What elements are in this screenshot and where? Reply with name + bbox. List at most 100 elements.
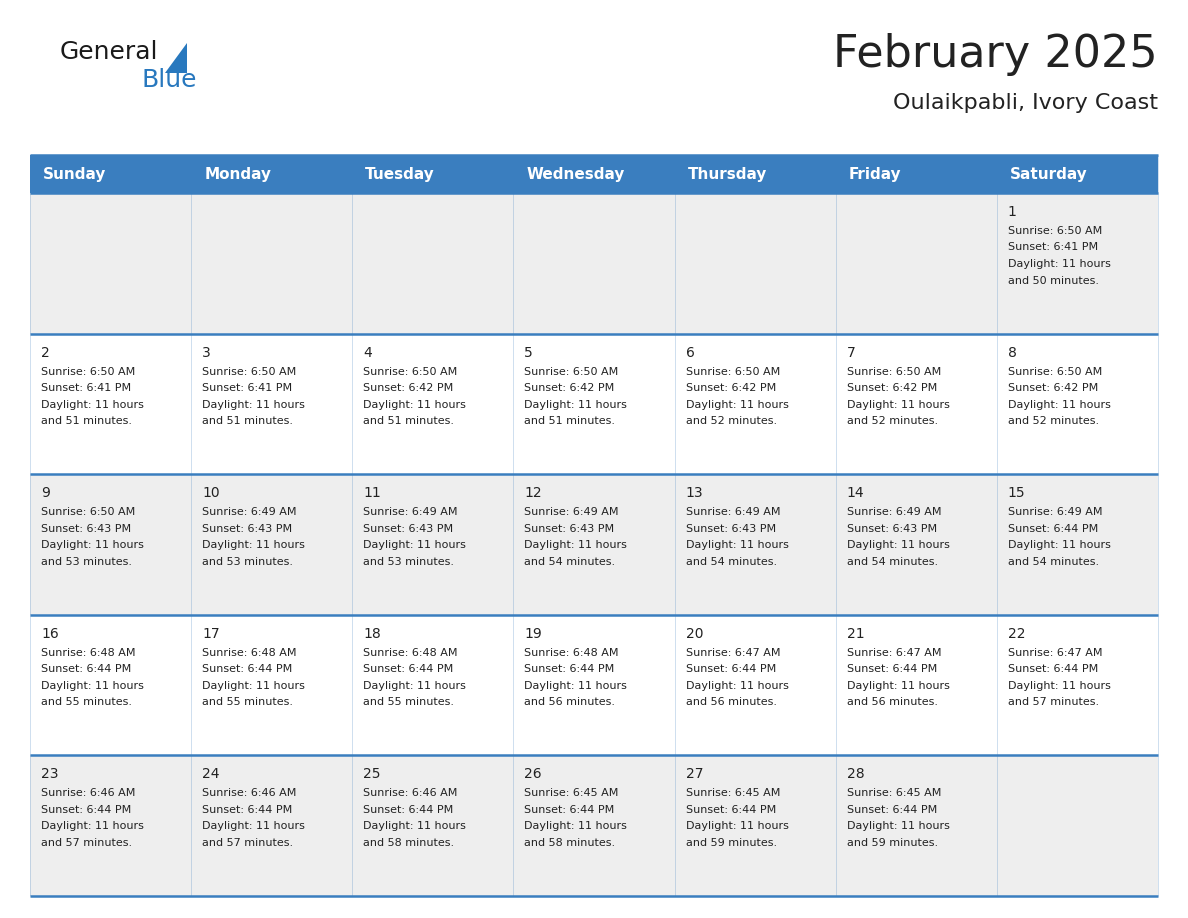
- Bar: [30, 193, 191, 333]
- Text: Daylight: 11 hours: Daylight: 11 hours: [685, 681, 789, 691]
- Text: 21: 21: [847, 627, 865, 641]
- Text: Daylight: 11 hours: Daylight: 11 hours: [524, 822, 627, 832]
- Text: 9: 9: [42, 487, 50, 500]
- Text: Sunset: 6:43 PM: Sunset: 6:43 PM: [42, 523, 131, 533]
- Text: 19: 19: [524, 627, 542, 641]
- Text: Daylight: 11 hours: Daylight: 11 hours: [42, 822, 144, 832]
- Text: Wednesday: Wednesday: [526, 166, 625, 182]
- Text: Sunset: 6:42 PM: Sunset: 6:42 PM: [524, 383, 614, 393]
- Text: and 51 minutes.: and 51 minutes.: [42, 416, 132, 426]
- Text: Sunset: 6:44 PM: Sunset: 6:44 PM: [42, 665, 131, 675]
- Text: Sunset: 6:44 PM: Sunset: 6:44 PM: [202, 805, 292, 815]
- Text: Sunday: Sunday: [43, 166, 107, 182]
- Text: Sunrise: 6:49 AM: Sunrise: 6:49 AM: [1007, 508, 1102, 517]
- Text: Sunrise: 6:49 AM: Sunrise: 6:49 AM: [847, 508, 941, 517]
- Text: Sunrise: 6:48 AM: Sunrise: 6:48 AM: [42, 648, 135, 658]
- Text: Sunrise: 6:50 AM: Sunrise: 6:50 AM: [42, 508, 135, 517]
- Bar: [353, 756, 513, 896]
- Text: Sunset: 6:41 PM: Sunset: 6:41 PM: [202, 383, 292, 393]
- Text: Saturday: Saturday: [1010, 166, 1087, 182]
- Text: 13: 13: [685, 487, 703, 500]
- Polygon shape: [165, 43, 187, 73]
- Bar: [191, 475, 353, 615]
- Bar: [675, 615, 835, 756]
- Text: Sunrise: 6:49 AM: Sunrise: 6:49 AM: [364, 508, 457, 517]
- Text: Sunrise: 6:50 AM: Sunrise: 6:50 AM: [364, 366, 457, 376]
- Text: and 54 minutes.: and 54 minutes.: [685, 556, 777, 566]
- Bar: [513, 333, 675, 475]
- Text: Sunrise: 6:47 AM: Sunrise: 6:47 AM: [847, 648, 941, 658]
- Bar: [353, 475, 513, 615]
- Text: and 56 minutes.: and 56 minutes.: [685, 698, 777, 707]
- Bar: [675, 155, 835, 193]
- Bar: [30, 333, 191, 475]
- Bar: [353, 193, 513, 333]
- Text: 1: 1: [1007, 205, 1017, 219]
- Text: Daylight: 11 hours: Daylight: 11 hours: [1007, 259, 1111, 269]
- Text: Sunrise: 6:45 AM: Sunrise: 6:45 AM: [685, 789, 781, 799]
- Text: Sunrise: 6:45 AM: Sunrise: 6:45 AM: [847, 789, 941, 799]
- Text: 10: 10: [202, 487, 220, 500]
- Text: Daylight: 11 hours: Daylight: 11 hours: [42, 399, 144, 409]
- Bar: [835, 155, 997, 193]
- Text: and 55 minutes.: and 55 minutes.: [42, 698, 132, 707]
- Text: Daylight: 11 hours: Daylight: 11 hours: [1007, 399, 1111, 409]
- Text: and 59 minutes.: and 59 minutes.: [685, 838, 777, 848]
- Text: 17: 17: [202, 627, 220, 641]
- Text: Sunrise: 6:49 AM: Sunrise: 6:49 AM: [685, 508, 781, 517]
- Text: Daylight: 11 hours: Daylight: 11 hours: [42, 540, 144, 550]
- Text: and 52 minutes.: and 52 minutes.: [1007, 416, 1099, 426]
- Bar: [997, 193, 1158, 333]
- Text: Sunset: 6:41 PM: Sunset: 6:41 PM: [1007, 242, 1098, 252]
- Text: Sunset: 6:43 PM: Sunset: 6:43 PM: [364, 523, 454, 533]
- Text: and 59 minutes.: and 59 minutes.: [847, 838, 937, 848]
- Bar: [997, 615, 1158, 756]
- Text: Daylight: 11 hours: Daylight: 11 hours: [524, 540, 627, 550]
- Text: Sunset: 6:44 PM: Sunset: 6:44 PM: [685, 805, 776, 815]
- Text: 4: 4: [364, 345, 372, 360]
- Text: Sunset: 6:43 PM: Sunset: 6:43 PM: [685, 523, 776, 533]
- Text: 28: 28: [847, 767, 865, 781]
- Bar: [835, 475, 997, 615]
- Text: Sunrise: 6:50 AM: Sunrise: 6:50 AM: [1007, 366, 1102, 376]
- Text: 8: 8: [1007, 345, 1017, 360]
- Text: 22: 22: [1007, 627, 1025, 641]
- Bar: [513, 475, 675, 615]
- Text: Sunset: 6:41 PM: Sunset: 6:41 PM: [42, 383, 131, 393]
- Text: 6: 6: [685, 345, 695, 360]
- Text: and 57 minutes.: and 57 minutes.: [202, 838, 293, 848]
- Bar: [513, 756, 675, 896]
- Text: Sunset: 6:44 PM: Sunset: 6:44 PM: [364, 805, 454, 815]
- Text: and 53 minutes.: and 53 minutes.: [364, 556, 454, 566]
- Text: Oulaikpabli, Ivory Coast: Oulaikpabli, Ivory Coast: [893, 93, 1158, 113]
- Text: Friday: Friday: [848, 166, 902, 182]
- Text: Sunset: 6:44 PM: Sunset: 6:44 PM: [847, 805, 937, 815]
- Bar: [353, 615, 513, 756]
- Text: Sunrise: 6:48 AM: Sunrise: 6:48 AM: [202, 648, 297, 658]
- Text: Daylight: 11 hours: Daylight: 11 hours: [42, 681, 144, 691]
- Text: 18: 18: [364, 627, 381, 641]
- Text: Sunrise: 6:47 AM: Sunrise: 6:47 AM: [1007, 648, 1102, 658]
- Text: and 51 minutes.: and 51 minutes.: [524, 416, 615, 426]
- Bar: [30, 615, 191, 756]
- Text: Daylight: 11 hours: Daylight: 11 hours: [202, 540, 305, 550]
- Text: Daylight: 11 hours: Daylight: 11 hours: [364, 399, 466, 409]
- Text: Sunset: 6:44 PM: Sunset: 6:44 PM: [685, 665, 776, 675]
- Text: Sunrise: 6:49 AM: Sunrise: 6:49 AM: [202, 508, 297, 517]
- Text: Daylight: 11 hours: Daylight: 11 hours: [364, 681, 466, 691]
- Text: Daylight: 11 hours: Daylight: 11 hours: [524, 399, 627, 409]
- Text: Sunrise: 6:48 AM: Sunrise: 6:48 AM: [524, 648, 619, 658]
- Bar: [513, 615, 675, 756]
- Bar: [30, 475, 191, 615]
- Text: Sunset: 6:43 PM: Sunset: 6:43 PM: [847, 523, 937, 533]
- Text: 3: 3: [202, 345, 211, 360]
- Bar: [997, 155, 1158, 193]
- Text: Sunrise: 6:50 AM: Sunrise: 6:50 AM: [1007, 226, 1102, 236]
- Text: Daylight: 11 hours: Daylight: 11 hours: [847, 540, 949, 550]
- Bar: [353, 155, 513, 193]
- Text: Sunset: 6:44 PM: Sunset: 6:44 PM: [202, 665, 292, 675]
- Text: Sunset: 6:44 PM: Sunset: 6:44 PM: [1007, 523, 1098, 533]
- Text: 23: 23: [42, 767, 58, 781]
- Text: 27: 27: [685, 767, 703, 781]
- Bar: [835, 333, 997, 475]
